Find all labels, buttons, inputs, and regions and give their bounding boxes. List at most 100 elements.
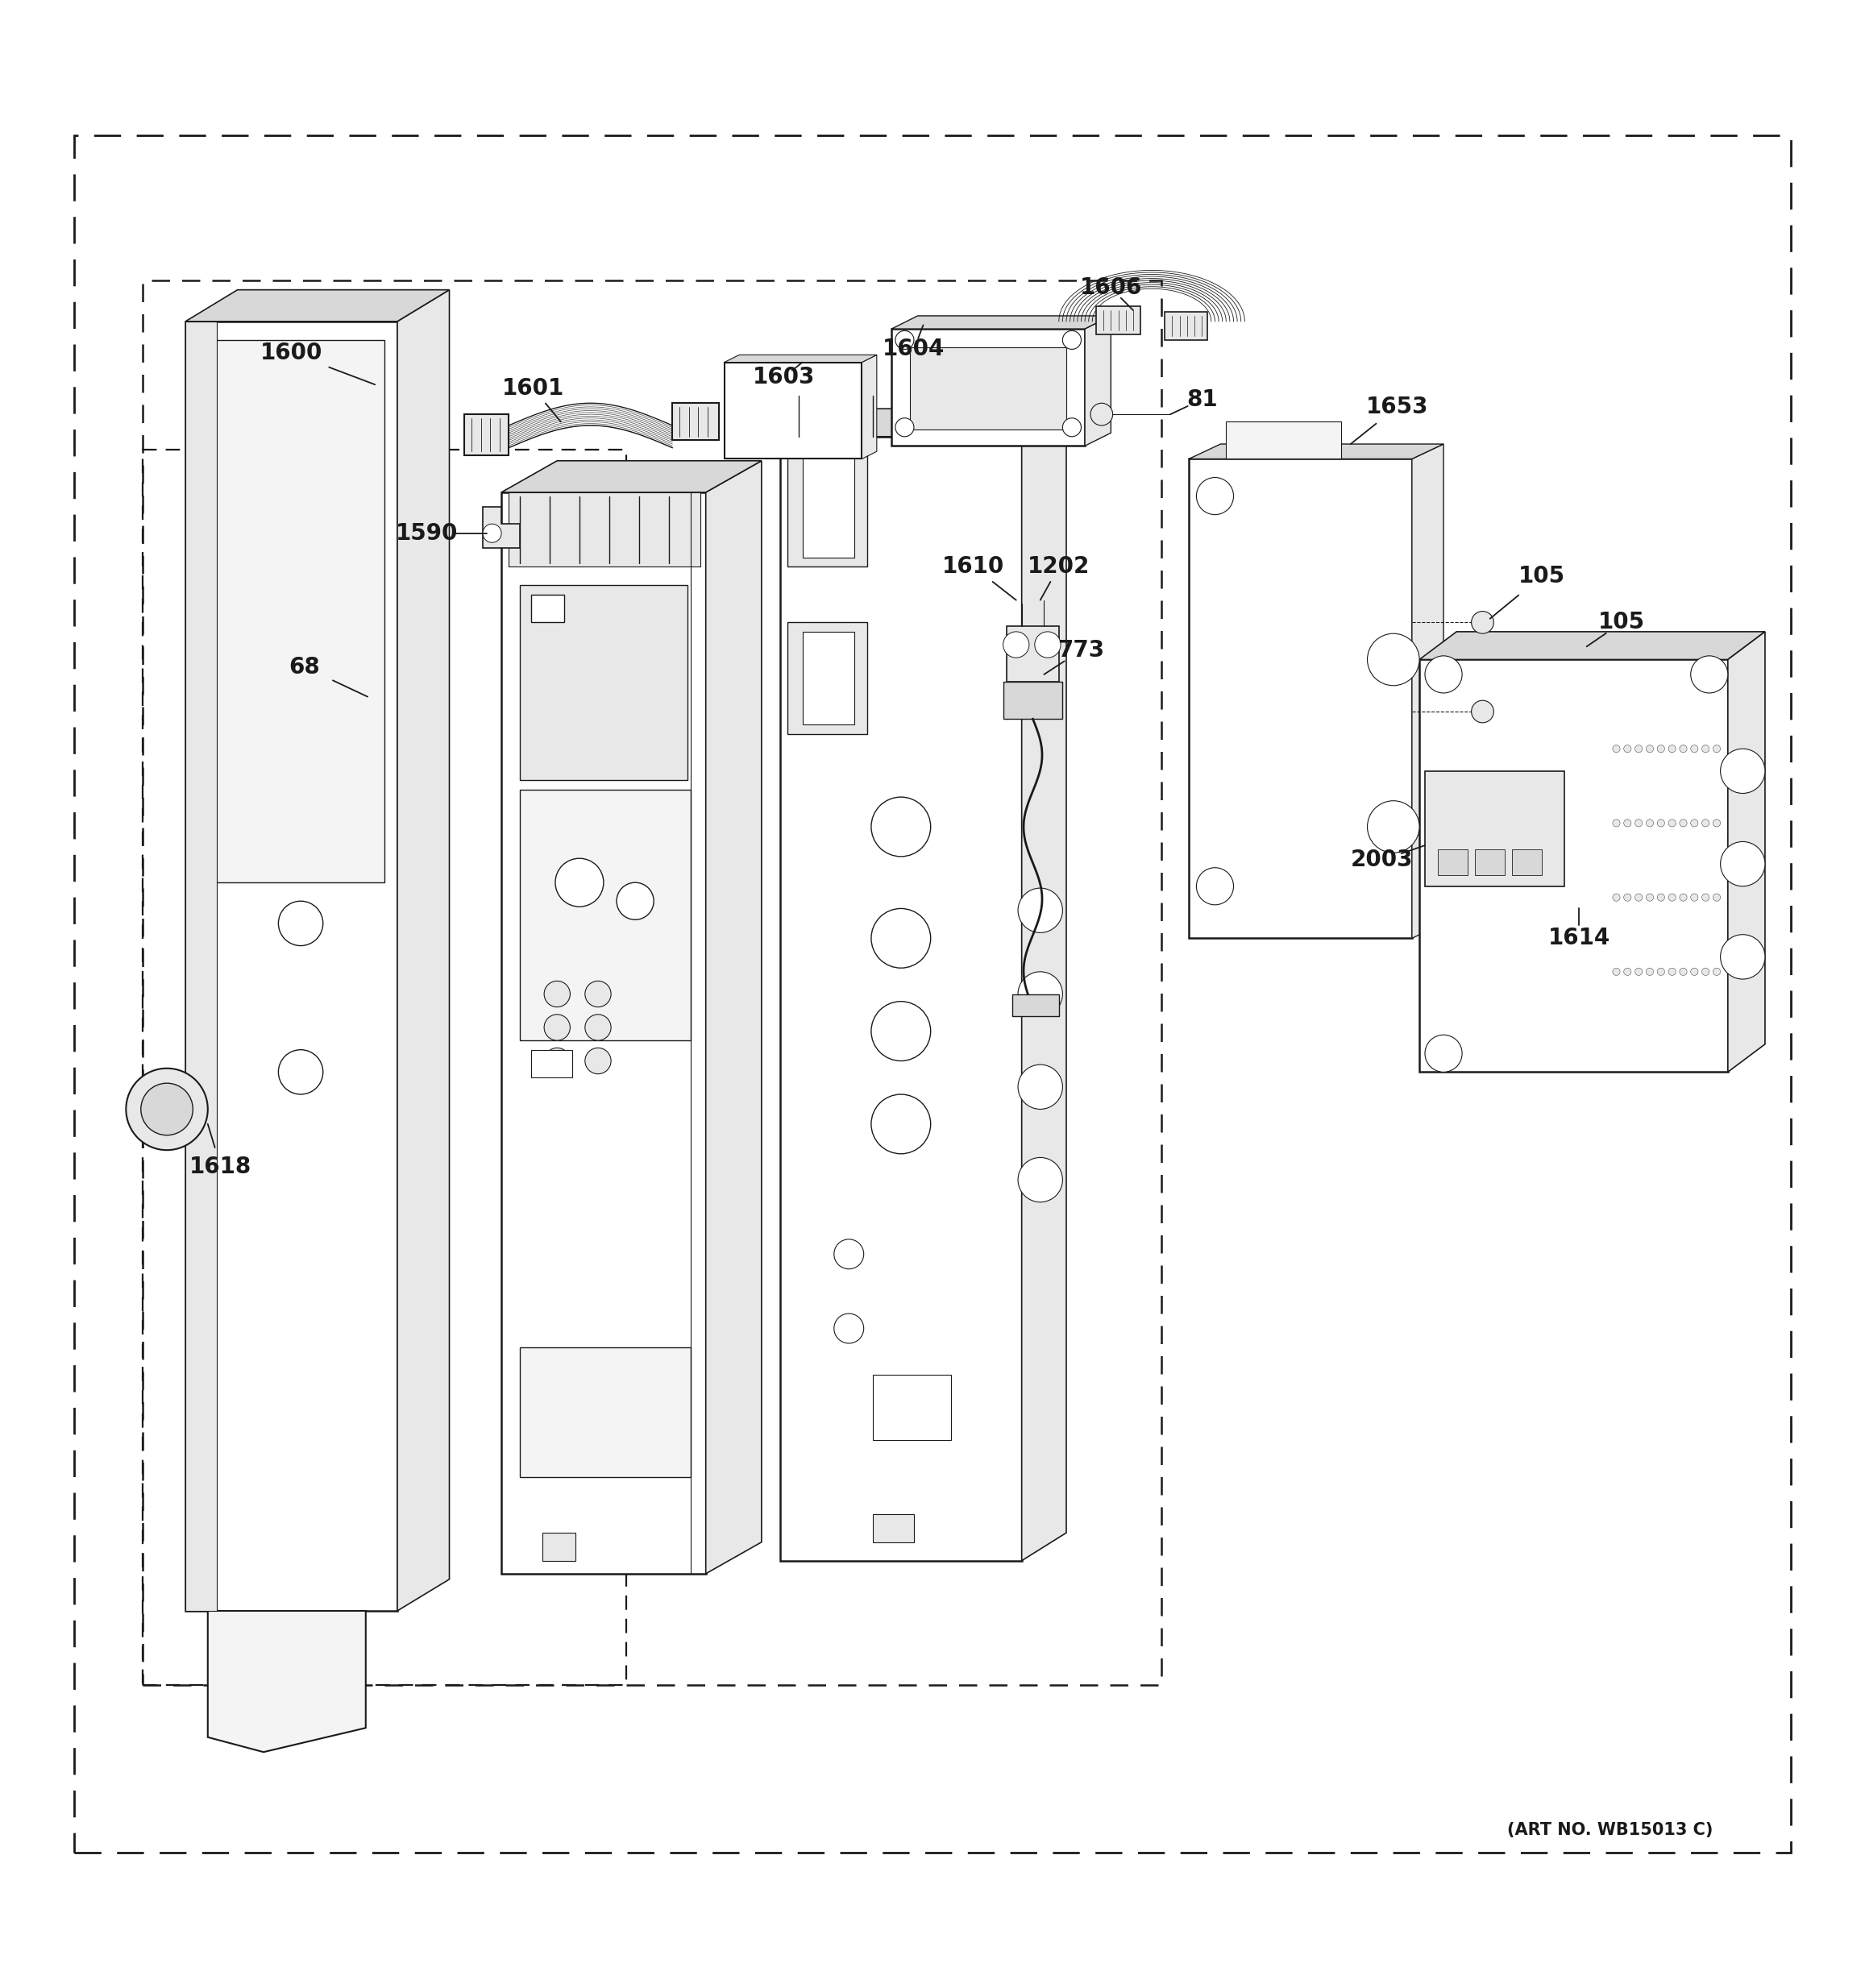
Polygon shape: [1022, 410, 1067, 1561]
Text: 105: 105: [1598, 610, 1645, 634]
Circle shape: [586, 980, 612, 1008]
Circle shape: [1195, 867, 1233, 905]
Text: 1606: 1606: [1080, 276, 1141, 300]
Text: 773: 773: [1057, 638, 1104, 662]
Circle shape: [834, 1239, 863, 1268]
Polygon shape: [798, 396, 873, 437]
Polygon shape: [802, 632, 854, 724]
Polygon shape: [185, 322, 397, 1610]
Circle shape: [586, 1014, 612, 1040]
Circle shape: [1624, 746, 1632, 753]
Circle shape: [1613, 819, 1621, 827]
Polygon shape: [502, 493, 705, 1574]
Polygon shape: [1085, 316, 1112, 445]
Text: 1618: 1618: [190, 1155, 252, 1179]
Circle shape: [1703, 746, 1708, 753]
Circle shape: [1367, 801, 1419, 853]
Polygon shape: [543, 1533, 576, 1561]
Text: 1614: 1614: [1548, 926, 1609, 950]
Polygon shape: [207, 1610, 366, 1751]
Polygon shape: [1419, 632, 1764, 660]
Polygon shape: [1097, 306, 1141, 334]
Circle shape: [1647, 968, 1654, 976]
Polygon shape: [397, 290, 449, 1610]
Text: 1604: 1604: [882, 338, 946, 360]
Polygon shape: [1003, 682, 1063, 720]
Polygon shape: [483, 507, 520, 549]
Circle shape: [278, 901, 323, 946]
Polygon shape: [203, 340, 384, 883]
Polygon shape: [780, 437, 1022, 1561]
Circle shape: [278, 1050, 323, 1093]
Circle shape: [1712, 819, 1720, 827]
Text: 1610: 1610: [942, 555, 1005, 579]
Circle shape: [1636, 968, 1643, 976]
Circle shape: [1669, 746, 1677, 753]
Circle shape: [1425, 1036, 1462, 1072]
Polygon shape: [724, 362, 862, 459]
Circle shape: [1195, 477, 1233, 515]
Polygon shape: [520, 1348, 690, 1477]
Polygon shape: [724, 354, 877, 362]
Circle shape: [1018, 889, 1063, 932]
Polygon shape: [1475, 849, 1505, 875]
Circle shape: [545, 980, 571, 1008]
Polygon shape: [1225, 421, 1341, 459]
Circle shape: [1613, 968, 1621, 976]
Polygon shape: [1190, 459, 1412, 938]
Circle shape: [556, 859, 604, 907]
Polygon shape: [873, 1376, 951, 1439]
Circle shape: [1647, 895, 1654, 901]
Text: 68: 68: [289, 656, 321, 678]
Polygon shape: [185, 290, 449, 322]
Polygon shape: [862, 354, 877, 459]
Polygon shape: [532, 1050, 573, 1077]
Polygon shape: [873, 1515, 914, 1543]
Circle shape: [617, 883, 655, 920]
Polygon shape: [787, 445, 867, 567]
Polygon shape: [1013, 994, 1059, 1016]
Polygon shape: [787, 622, 867, 734]
Circle shape: [1712, 746, 1720, 753]
Text: (ART NO. WB15013 C): (ART NO. WB15013 C): [1507, 1823, 1712, 1839]
Polygon shape: [185, 322, 216, 1610]
Circle shape: [1613, 746, 1621, 753]
Circle shape: [1647, 819, 1654, 827]
Circle shape: [871, 1002, 931, 1062]
Circle shape: [1647, 746, 1654, 753]
Polygon shape: [1438, 849, 1468, 875]
Circle shape: [1658, 746, 1665, 753]
Polygon shape: [1419, 660, 1727, 1072]
Polygon shape: [802, 459, 854, 557]
Circle shape: [1624, 895, 1632, 901]
Circle shape: [1624, 819, 1632, 827]
Polygon shape: [891, 328, 1085, 445]
Circle shape: [1035, 632, 1061, 658]
Circle shape: [895, 417, 914, 437]
Polygon shape: [1727, 632, 1764, 1072]
Circle shape: [1063, 330, 1082, 350]
Circle shape: [1692, 968, 1699, 976]
Circle shape: [1669, 968, 1677, 976]
Polygon shape: [502, 461, 761, 493]
Text: 105: 105: [1518, 565, 1565, 586]
Polygon shape: [1513, 849, 1542, 875]
Circle shape: [1692, 746, 1699, 753]
Circle shape: [1703, 895, 1708, 901]
Circle shape: [1658, 968, 1665, 976]
Bar: [144, 280, 1162, 1686]
Circle shape: [1680, 968, 1688, 976]
Circle shape: [127, 1068, 207, 1151]
Circle shape: [834, 1314, 863, 1344]
Circle shape: [545, 1014, 571, 1040]
Circle shape: [1680, 819, 1688, 827]
Circle shape: [1692, 656, 1727, 694]
Polygon shape: [520, 584, 686, 781]
Circle shape: [1703, 968, 1708, 976]
Circle shape: [1471, 700, 1494, 724]
Circle shape: [1636, 819, 1643, 827]
Circle shape: [1636, 895, 1643, 901]
Text: 1653: 1653: [1365, 396, 1429, 417]
Circle shape: [1367, 634, 1419, 686]
Circle shape: [871, 797, 931, 857]
